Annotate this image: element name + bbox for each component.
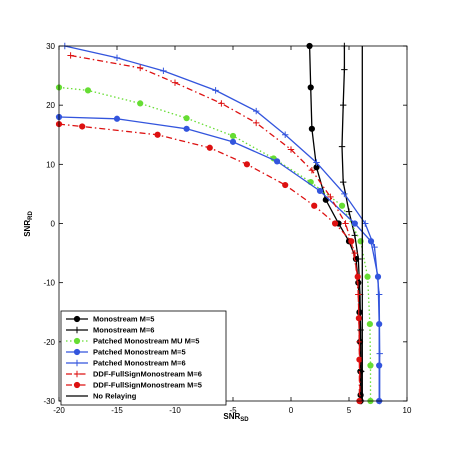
data-point bbox=[356, 356, 363, 363]
y-tick-label: -30 bbox=[43, 397, 55, 406]
legend-label-4: Patched Monostream M=6 bbox=[93, 359, 186, 368]
plot-layer bbox=[55, 42, 383, 405]
y-tick-label: -10 bbox=[43, 279, 55, 288]
legend-label-6: DDF-FullSignMonostream M=5 bbox=[93, 381, 202, 390]
data-point bbox=[137, 64, 144, 72]
data-point bbox=[253, 107, 260, 115]
data-point bbox=[345, 208, 353, 215]
data-point bbox=[341, 190, 348, 198]
data-point bbox=[282, 131, 289, 138]
data-point bbox=[364, 273, 371, 280]
data-point bbox=[366, 320, 373, 328]
legend-marker-5 bbox=[73, 370, 81, 378]
data-point bbox=[348, 238, 355, 245]
y-tick-label: 0 bbox=[51, 220, 56, 229]
x-tick-label: 0 bbox=[289, 406, 294, 415]
legend-marker-1 bbox=[73, 326, 81, 334]
data-point bbox=[338, 202, 346, 209]
data-point bbox=[154, 131, 161, 138]
data-point bbox=[375, 291, 383, 298]
legend-label-5: DDF-FullSignMonostream M=6 bbox=[93, 370, 202, 379]
data-point bbox=[351, 249, 358, 257]
x-tick-label: -20 bbox=[53, 406, 65, 415]
data-point bbox=[340, 101, 347, 109]
legend-marker-0 bbox=[73, 315, 81, 323]
data-point bbox=[338, 143, 346, 150]
data-point bbox=[287, 146, 295, 153]
y-axis-label: SNRRD bbox=[23, 211, 34, 237]
x-tick-label: 5 bbox=[347, 406, 352, 415]
data-point bbox=[342, 220, 349, 227]
data-point bbox=[371, 243, 378, 251]
data-point bbox=[67, 52, 74, 59]
data-point bbox=[355, 255, 362, 263]
data-point bbox=[183, 125, 190, 132]
data-point bbox=[355, 315, 362, 322]
data-point bbox=[253, 119, 260, 127]
data-point bbox=[273, 158, 281, 165]
data-point bbox=[311, 202, 318, 209]
data-point bbox=[137, 100, 144, 107]
data-point bbox=[160, 67, 167, 75]
legend-marker-3 bbox=[73, 348, 81, 356]
data-point bbox=[212, 87, 219, 94]
data-point bbox=[313, 159, 320, 166]
data-point bbox=[218, 100, 225, 107]
legend: Monostream M=5 Monostream M=6 Patched Mono… bbox=[60, 310, 227, 406]
data-point bbox=[282, 181, 289, 189]
legend-box bbox=[60, 310, 227, 406]
legend-marker-4 bbox=[73, 359, 81, 367]
data-point bbox=[113, 115, 121, 122]
data-point bbox=[243, 161, 251, 168]
legend-marker-6 bbox=[73, 381, 81, 389]
legend-label-7: No Relaying bbox=[93, 392, 137, 401]
legend-label-3: Patched Monostream M=5 bbox=[93, 348, 186, 357]
data-point bbox=[362, 220, 369, 227]
data-point bbox=[340, 178, 347, 186]
data-point bbox=[229, 132, 237, 140]
data-point bbox=[331, 220, 339, 227]
data-point bbox=[308, 125, 315, 132]
data-point bbox=[229, 138, 237, 145]
x-tick-label: -5 bbox=[229, 406, 237, 415]
data-point bbox=[327, 193, 334, 201]
data-point bbox=[307, 84, 314, 91]
data-point bbox=[356, 309, 363, 316]
data-point bbox=[316, 187, 324, 195]
data-point bbox=[79, 123, 86, 130]
legend-label-1: Monostream M=6 bbox=[93, 326, 154, 335]
x-tick-label: -10 bbox=[169, 406, 181, 415]
data-point bbox=[84, 87, 92, 94]
data-point bbox=[367, 362, 374, 369]
x-axis-label: SNRSD bbox=[223, 412, 249, 423]
data-point bbox=[351, 220, 358, 227]
y-tick-label: -20 bbox=[43, 338, 55, 347]
y-tick-label: 30 bbox=[46, 42, 55, 51]
data-point bbox=[183, 115, 190, 122]
x-tick-label: -15 bbox=[111, 406, 123, 415]
data-point bbox=[341, 66, 348, 73]
x-tick-label: 10 bbox=[403, 406, 412, 415]
data-point bbox=[113, 54, 121, 62]
data-point bbox=[354, 273, 361, 280]
y-tick-label: 20 bbox=[46, 101, 55, 110]
data-point bbox=[376, 350, 383, 357]
data-point bbox=[206, 144, 213, 151]
y-tick-label: 10 bbox=[46, 160, 55, 169]
legend-marker-2 bbox=[73, 337, 81, 345]
legend-label-2: Patched Monostream MU M=5 bbox=[93, 337, 199, 346]
data-point bbox=[308, 167, 316, 174]
data-point bbox=[171, 79, 179, 86]
legend-label-0: Monostream M=5 bbox=[93, 315, 154, 324]
